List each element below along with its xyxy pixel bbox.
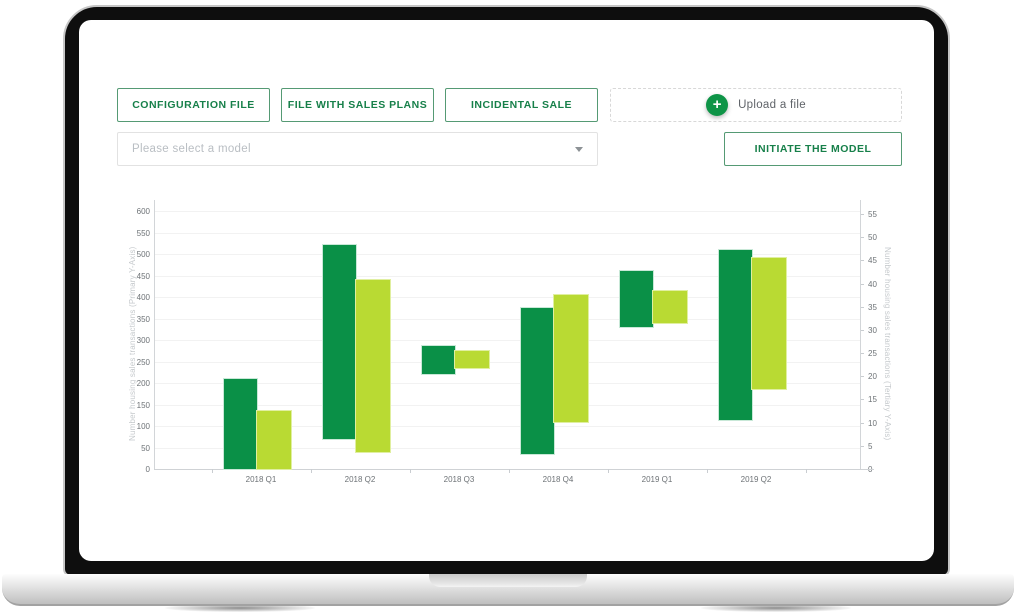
tertiary-axis-tick-label: 35: [868, 302, 877, 312]
chart-gridline: [154, 340, 860, 341]
primary-axis-tick-label: 50: [141, 443, 150, 453]
bar-light-green-series-2018-Q1[interactable]: [257, 410, 291, 469]
bar-light-green-series-2018-Q4[interactable]: [554, 294, 588, 422]
model-select-dropdown[interactable]: Please select a model: [117, 132, 598, 166]
primary-axis-tick-label: 300: [136, 336, 150, 345]
x-axis-tick-mark: [805, 469, 807, 473]
sales-transactions-chart: Number housing sales transactions (Prima…: [128, 192, 892, 492]
tertiary-axis-tick-mark: [860, 445, 864, 447]
bar-light-green-series-2018-Q2[interactable]: [356, 279, 390, 452]
chart-gridline: [154, 211, 860, 212]
bar-dark-green-series-2019-Q1[interactable]: [620, 271, 653, 328]
x-axis-tick-mark: [706, 469, 708, 473]
model-select-placeholder: Please select a model: [132, 143, 251, 155]
tertiary-axis-tick-mark: [860, 376, 864, 378]
x-axis-tick-mark: [607, 469, 609, 473]
chevron-down-icon: [575, 146, 583, 152]
tertiary-axis-tick-label: 50: [868, 233, 877, 243]
chart-gridline: [154, 232, 860, 234]
x-axis-tick-label: 2018 Q1: [245, 475, 277, 484]
primary-axis-tick-label: 600: [136, 207, 150, 216]
tertiary-axis-tick-label: 30: [868, 325, 877, 335]
x-axis-tick-mark: [310, 469, 312, 473]
tertiary-axis-tick-label: 5: [868, 441, 873, 451]
chart-gridline: [154, 426, 860, 427]
tertiary-axis-tick-label: 55: [868, 210, 877, 219]
tertiary-axis-tick-mark: [860, 353, 864, 355]
chart-gridline: [154, 361, 860, 363]
configuration-file-button[interactable]: CONFIGURATION FILE: [117, 88, 270, 122]
laptop-screen-bezel: CONFIGURATION FILE FILE WITH SALES PLANS…: [63, 5, 950, 577]
bar-light-green-series-2018-Q3[interactable]: [455, 350, 489, 368]
x-axis-tick-label: 2019 Q2: [740, 475, 772, 484]
primary-axis-tick-label: 450: [136, 271, 150, 281]
tertiary-axis-tick-mark: [860, 329, 864, 331]
tertiary-axis-tick-label: 10: [868, 418, 877, 428]
laptop-base-notch: [429, 574, 587, 587]
tertiary-axis-tick-mark: [860, 283, 864, 285]
bar-dark-green-series-2018-Q3[interactable]: [422, 346, 455, 375]
tertiary-axis-tick-mark: [860, 422, 864, 424]
chart-gridline: [154, 447, 860, 449]
primary-axis-tick-label: 150: [136, 400, 150, 410]
chart-gridline: [154, 318, 860, 320]
tertiary-axis-tick-mark: [860, 237, 864, 239]
upload-file-label: Upload a file: [738, 99, 806, 111]
bar-dark-green-series-2018-Q1[interactable]: [224, 378, 257, 469]
bar-dark-green-series-2019-Q2[interactable]: [719, 249, 752, 420]
tertiary-y-axis-line: [860, 200, 861, 469]
chart-gridline: [154, 297, 860, 298]
laptop-base: [2, 574, 1014, 606]
laptop-foot-shadow: [165, 604, 315, 612]
x-axis-tick-mark: [508, 469, 510, 473]
tertiary-axis-tick-label: 25: [868, 349, 877, 359]
x-axis-tick-label: 2018 Q3: [443, 475, 475, 484]
primary-y-axis-line: [154, 200, 155, 469]
file-with-sales-plans-button[interactable]: FILE WITH SALES PLANS: [281, 88, 434, 122]
chart-gridline: [154, 254, 860, 255]
initiate-model-button[interactable]: INITIATE THE MODEL: [724, 132, 902, 166]
x-axis-line: [154, 469, 874, 470]
x-axis-tick-label: 2018 Q2: [344, 475, 376, 484]
chart-gridline: [154, 404, 860, 406]
primary-axis-tick-label: 250: [136, 357, 150, 367]
plus-icon[interactable]: +: [706, 94, 729, 116]
x-axis-tick-label: 2018 Q4: [542, 475, 574, 484]
tertiary-axis-tick-mark: [860, 214, 864, 215]
laptop-foot-shadow: [701, 604, 851, 612]
upload-file-dropzone[interactable]: + Upload a file: [610, 88, 902, 122]
incidental-sale-button[interactable]: INCIDENTAL SALE: [445, 88, 598, 122]
bar-dark-green-series-2018-Q4[interactable]: [521, 307, 554, 454]
tertiary-y-axis-title: Number housing sales transactions (Terti…: [883, 246, 892, 441]
x-axis-tick-label: 2019 Q1: [641, 475, 673, 484]
chart-gridline: [154, 383, 860, 384]
bar-light-green-series-2019-Q1[interactable]: [653, 290, 687, 323]
primary-axis-tick-label: 0: [145, 465, 150, 474]
primary-axis-tick-label: 100: [136, 422, 150, 431]
chart-gridline: [154, 275, 860, 277]
tertiary-axis-tick-label: 45: [868, 256, 877, 266]
tertiary-axis-tick-label: 20: [868, 372, 877, 382]
tertiary-axis-tick-mark: [860, 399, 864, 401]
primary-axis-tick-label: 550: [136, 228, 150, 238]
bar-dark-green-series-2018-Q2[interactable]: [323, 245, 356, 439]
tertiary-axis-tick-mark: [860, 260, 864, 262]
primary-axis-tick-label: 500: [136, 250, 150, 259]
bar-light-green-series-2019-Q2[interactable]: [752, 258, 786, 390]
x-axis-tick-mark: [211, 469, 213, 473]
x-axis-tick-mark: [409, 469, 411, 473]
app-screen: CONFIGURATION FILE FILE WITH SALES PLANS…: [79, 20, 934, 561]
primary-axis-tick-label: 350: [136, 314, 150, 324]
tertiary-axis-tick-label: 15: [868, 395, 877, 405]
tertiary-axis-tick-mark: [860, 306, 864, 308]
tertiary-axis-tick-label: 40: [868, 279, 877, 289]
primary-axis-tick-label: 200: [136, 379, 150, 388]
primary-axis-tick-label: 400: [136, 293, 150, 302]
